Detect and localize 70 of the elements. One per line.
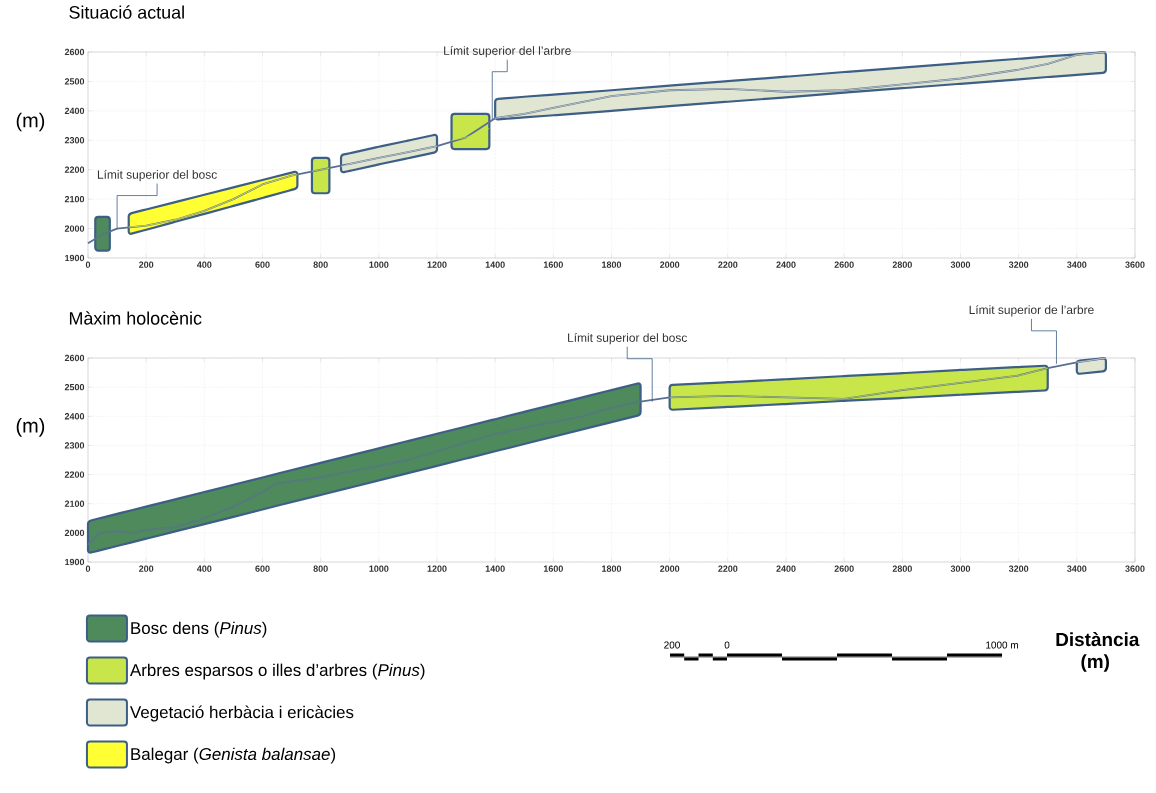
x-tick-label: 3400	[1067, 565, 1087, 572]
x-tick-label: 3200	[1008, 261, 1029, 268]
y-tick-label: 1900	[65, 254, 85, 262]
legend-label: Arbres esparsos o illes d’arbres (Pinus)	[129, 663, 425, 680]
x-tick-label: 1800	[602, 261, 622, 268]
y-tick-label: 2400	[64, 107, 85, 115]
x-tick-label: 2800	[892, 261, 912, 268]
x-tick-label: 0	[85, 565, 91, 572]
x-tick-label: 2400	[776, 565, 796, 572]
y-tick-label: 2100	[64, 500, 85, 507]
x-tick-label: 2800	[892, 565, 912, 572]
x-tick-label: 2000	[660, 261, 680, 268]
x-tick-label: 400	[196, 261, 212, 268]
x-tick-label: 800	[313, 261, 328, 268]
annotation: Límit superior del bosc	[97, 169, 217, 182]
x-tick-label: 2600	[834, 565, 854, 572]
x-tick-label: 3600	[1125, 261, 1145, 268]
x-tick-label: 200	[139, 565, 154, 572]
y-tick-label: 1900	[65, 558, 85, 566]
y-axis-title: (m)	[16, 112, 45, 132]
y-tick-label: 2200	[64, 471, 85, 478]
x-tick-label: 3400	[1067, 261, 1087, 268]
legend-label: Balegar (Genista balansae)	[131, 747, 336, 764]
x-tick-label: 400	[196, 565, 212, 572]
x-tick-label: 2400	[776, 261, 796, 268]
y-tick-label: 2300	[64, 442, 85, 449]
y-tick-label: 2400	[64, 413, 85, 420]
annotation: Límit superior del l’arbre	[444, 46, 571, 58]
x-tick-label: 1200	[427, 565, 447, 572]
x-tick-label: 3600	[1125, 565, 1145, 572]
annotation: Límit superior de l’arbre	[969, 305, 1094, 317]
x-tick-label: 2000	[660, 565, 680, 572]
text: 200	[664, 641, 680, 649]
chart-title: Situació actual	[69, 5, 184, 19]
x-tick-label: 3000	[950, 565, 971, 572]
y-tick-label: 2300	[64, 137, 85, 144]
text: 0	[724, 641, 730, 649]
y-tick-label: 2000	[64, 225, 85, 232]
x-tick-label: 2200	[718, 261, 738, 268]
x-tick-label: 200	[139, 261, 154, 268]
legend-label: Vegetació herbàcia i ericàcies	[130, 705, 354, 722]
chart-title: Màxim holocènic	[69, 311, 202, 325]
y-tick-label: 2600	[64, 354, 85, 362]
x-tick-label: 1000	[369, 261, 389, 268]
x-tick-label: 1600	[543, 261, 563, 268]
annotation: Límit superior del bosc	[568, 333, 687, 345]
x-axis-title: Distància (m)	[1056, 632, 1140, 672]
legend-label: Bosc dens (Pinus)	[131, 621, 267, 638]
y-tick-label: 2500	[64, 78, 85, 85]
x-tick-label: 3000	[950, 261, 971, 268]
x-tick-label: 1600	[543, 565, 563, 572]
x-tick-label: 2600	[834, 261, 854, 268]
y-tick-label: 2600	[64, 48, 85, 56]
x-tick-label: 1000	[369, 565, 389, 572]
x-tick-label: 1400	[485, 565, 505, 572]
x-tick-label: 600	[255, 261, 270, 268]
x-tick-label: 1400	[485, 261, 505, 268]
x-tick-label: 2200	[718, 565, 738, 572]
x-tick-label: 0	[85, 261, 91, 268]
text: 1000 m	[986, 641, 1018, 649]
x-tick-label: 3200	[1008, 565, 1029, 572]
x-tick-label: 600	[255, 565, 270, 572]
x-tick-label: 1200	[427, 261, 447, 268]
y-axis-title: (m)	[16, 418, 45, 437]
x-tick-label: 800	[313, 565, 328, 572]
y-tick-label: 2500	[64, 383, 85, 391]
y-tick-label: 2000	[64, 529, 85, 537]
y-tick-label: 2200	[64, 166, 85, 173]
x-tick-label: 1800	[602, 565, 622, 572]
y-tick-label: 2100	[64, 195, 85, 203]
